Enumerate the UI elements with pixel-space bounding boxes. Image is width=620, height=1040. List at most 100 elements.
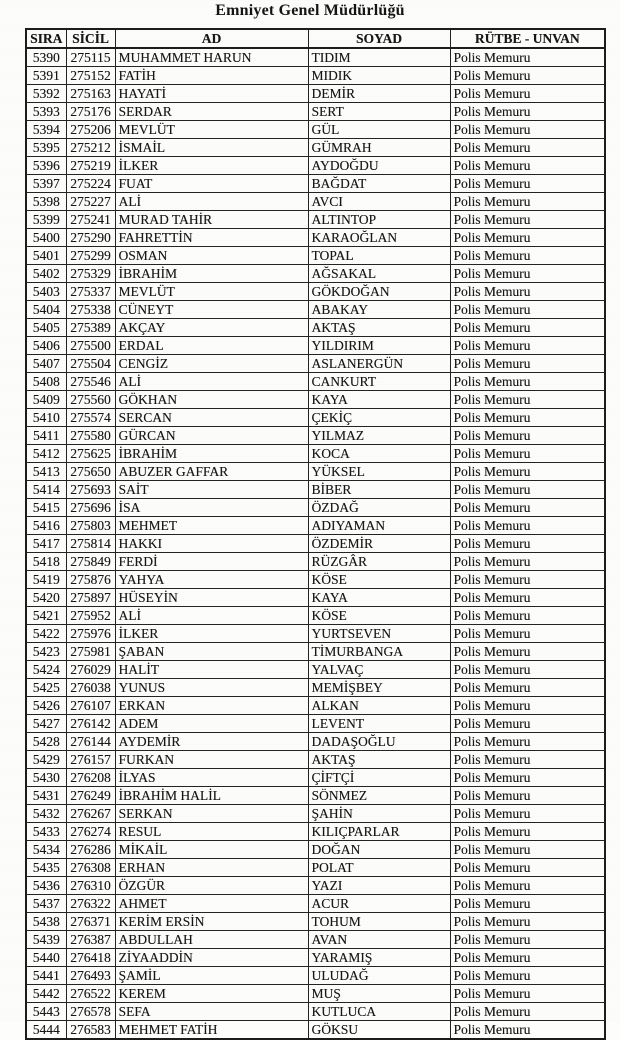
table-row: 5418 275849 FERDİ RÜZGÂR Polis Memuru: [25, 552, 606, 571]
sira-cell: 5442: [25, 984, 67, 1003]
sira-cell: 5402: [25, 264, 67, 283]
rutbe-unvan-cell: Polis Memuru: [449, 300, 606, 319]
table-row: 5439 276387 ABDULLAH AVAN Polis Memuru: [25, 930, 606, 949]
table-row: 5428 276144 AYDEMİR DADAŞOĞLU Polis Memuru: [25, 732, 606, 751]
sira-cell: 5429: [25, 750, 67, 769]
ad-cell: İLKER: [114, 624, 309, 643]
table-row: 5403 275337 MEVLÜT GÖKDOĞAN Polis Memuru: [25, 282, 606, 301]
sicil-cell: 275849: [65, 552, 116, 571]
ad-cell: OSMAN: [114, 246, 309, 265]
sicil-cell: 276038: [65, 678, 116, 697]
soyad-cell: KOCA: [307, 444, 451, 463]
sira-cell: 5398: [25, 192, 67, 211]
soyad-cell: POLAT: [307, 858, 451, 877]
sira-cell: 5422: [25, 624, 67, 643]
soyad-cell: AĞSAKAL: [307, 264, 451, 283]
ad-cell: MİKAİL: [114, 840, 309, 859]
soyad-cell: TIDIM: [307, 47, 451, 67]
soyad-cell: DOĞAN: [307, 840, 451, 859]
ad-cell: İSMAİL: [114, 138, 309, 157]
rutbe-unvan-cell: Polis Memuru: [449, 912, 606, 931]
sicil-cell: 275227: [65, 192, 116, 211]
sicil-cell: 276267: [65, 804, 116, 823]
ad-cell: FERDİ: [114, 552, 309, 571]
sicil-cell: 275650: [65, 462, 116, 481]
ad-cell: İBRAHİM: [114, 444, 309, 463]
table-row: 5429 276157 FURKAN AKTAŞ Polis Memuru: [25, 750, 606, 769]
soyad-cell: KÖSE: [307, 570, 451, 589]
table-row: 5433 276274 RESUL KILIÇPARLAR Polis Memuru: [25, 822, 606, 841]
rutbe-unvan-cell: Polis Memuru: [449, 966, 606, 985]
sicil-cell: 275337: [65, 282, 116, 301]
rutbe-unvan-cell: Polis Memuru: [449, 354, 606, 373]
soyad-cell: ULUDAĞ: [307, 966, 451, 985]
table-row: 5434 276286 MİKAİL DOĞAN Polis Memuru: [25, 840, 606, 859]
soyad-cell: YÜKSEL: [307, 462, 451, 481]
soyad-cell: AYDOĞDU: [307, 156, 451, 175]
ad-cell: MEVLÜT: [114, 282, 309, 301]
table-row: 5437 276322 AHMET ACUR Polis Memuru: [25, 894, 606, 913]
table-row: 5444 276583 MEHMET FATİH GÖKSU Polis Memuru: [25, 1020, 606, 1040]
ad-cell: ADEM: [114, 714, 309, 733]
table-row: 5415 275696 İSA ÖZDAĞ Polis Memuru: [25, 498, 606, 517]
ad-cell: MEHMET: [114, 516, 309, 535]
rutbe-unvan-cell: Polis Memuru: [449, 948, 606, 967]
sira-cell: 5434: [25, 840, 67, 859]
rutbe-unvan-cell: Polis Memuru: [449, 444, 606, 463]
sira-cell: 5440: [25, 948, 67, 967]
sicil-cell: 275212: [65, 138, 116, 157]
sira-cell: 5424: [25, 660, 67, 679]
sira-cell: 5415: [25, 498, 67, 517]
sicil-cell: 275115: [65, 47, 116, 67]
table-row: 5425 276038 YUNUS MEMİŞBEY Polis Memuru: [25, 678, 606, 697]
table-row: 5441 276493 ŞAMİL ULUDAĞ Polis Memuru: [25, 966, 606, 985]
soyad-cell: ABAKAY: [307, 300, 451, 319]
sira-cell: 5406: [25, 336, 67, 355]
column-header-sira: SIRA: [25, 28, 67, 49]
ad-cell: AHMET: [114, 894, 309, 913]
rutbe-unvan-cell: Polis Memuru: [449, 408, 606, 427]
table-row: 5390 275115 MUHAMMET HARUN TIDIM Polis Memur…: [25, 47, 606, 67]
ad-cell: RESUL: [114, 822, 309, 841]
rutbe-unvan-cell: Polis Memuru: [449, 102, 606, 121]
ad-cell: ÖZGÜR: [114, 876, 309, 895]
sira-cell: 5409: [25, 390, 67, 409]
rutbe-unvan-cell: Polis Memuru: [449, 534, 606, 553]
table-row: 5408 275546 ALİ CANKURT Polis Memuru: [25, 372, 606, 391]
ad-cell: SAİT: [114, 480, 309, 499]
sicil-cell: 275546: [65, 372, 116, 391]
rutbe-unvan-cell: Polis Memuru: [449, 678, 606, 697]
ad-cell: ALİ: [114, 372, 309, 391]
table-row: 5430 276208 İLYAS ÇİFTÇİ Polis Memuru: [25, 768, 606, 787]
rutbe-unvan-cell: Polis Memuru: [449, 390, 606, 409]
rutbe-unvan-cell: Polis Memuru: [449, 660, 606, 679]
rutbe-unvan-cell: Polis Memuru: [449, 516, 606, 535]
sira-cell: 5430: [25, 768, 67, 787]
rutbe-unvan-cell: Polis Memuru: [449, 120, 606, 139]
rutbe-unvan-cell: Polis Memuru: [449, 930, 606, 949]
table-row: 5399 275241 MURAD TAHİR ALTINTOP Polis Memur…: [25, 210, 606, 229]
sira-cell: 5393: [25, 102, 67, 121]
table-row: 5393 275176 SERDAR SERT Polis Memuru: [25, 102, 606, 121]
table-header-row: SIRA SİCİL AD SOYAD RÜTBE - UNVAN: [25, 28, 606, 49]
sira-cell: 5413: [25, 462, 67, 481]
rutbe-unvan-cell: Polis Memuru: [449, 894, 606, 913]
sira-cell: 5394: [25, 120, 67, 139]
page-title: Emniyet Genel Müdürlüğü: [215, 2, 405, 19]
soyad-cell: KAYA: [307, 588, 451, 607]
sicil-cell: 276144: [65, 732, 116, 751]
ad-cell: CENGİZ: [114, 354, 309, 373]
rutbe-unvan-cell: Polis Memuru: [449, 210, 606, 229]
rutbe-unvan-cell: Polis Memuru: [449, 624, 606, 643]
sicil-cell: 275952: [65, 606, 116, 625]
soyad-cell: ADIYAMAN: [307, 516, 451, 535]
ad-cell: MEVLÜT: [114, 120, 309, 139]
sicil-cell: 276418: [65, 948, 116, 967]
rutbe-unvan-cell: Polis Memuru: [449, 282, 606, 301]
ad-cell: MURAD TAHİR: [114, 210, 309, 229]
sira-cell: 5418: [25, 552, 67, 571]
sicil-cell: 276308: [65, 858, 116, 877]
soyad-cell: ACUR: [307, 894, 451, 913]
sicil-cell: 275876: [65, 570, 116, 589]
sira-cell: 5390: [25, 47, 67, 67]
